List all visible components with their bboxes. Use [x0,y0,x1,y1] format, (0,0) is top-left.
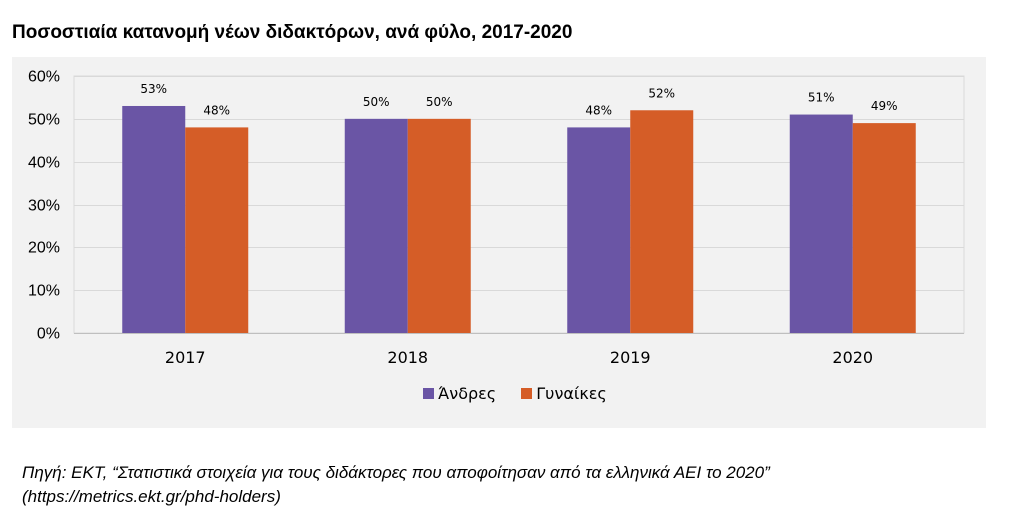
data-label: 52% [648,86,675,100]
bar [407,118,471,333]
chart-legend: Άνδρες Γυναίκες [0,384,1030,403]
bar [185,127,249,334]
y-tick-label: 10% [28,283,60,300]
data-label: 48% [203,103,230,117]
legend-label-men: Άνδρες [438,384,497,403]
source-note: Πηγή: ΕΚΤ, “Στατιστικά στοιχεία για τους… [22,461,770,509]
x-tick-label: 2020 [832,348,873,367]
bar [789,114,853,333]
y-tick-label: 60% [28,69,60,86]
y-tick-label: 0% [37,326,60,343]
data-label: 48% [585,103,612,117]
x-tick-label: 2018 [387,348,428,367]
bar [122,105,186,333]
bar [567,127,631,334]
y-tick-label: 40% [28,155,60,172]
data-label: 49% [871,99,898,113]
y-tick-label: 20% [28,240,60,257]
data-label: 50% [363,95,390,109]
x-tick-label: 2019 [610,348,651,367]
chart-title: Ποσοστιαία κατανομή νέων διδακτόρων, ανά… [12,22,573,43]
data-label: 51% [808,91,835,105]
source-line-1: Πηγή: ΕΚΤ, “Στατιστικά στοιχεία για τους… [22,463,770,482]
data-label: 53% [140,82,167,96]
y-tick-label: 30% [28,198,60,215]
bar [852,123,916,333]
data-label: 50% [426,95,453,109]
legend-item-men: Άνδρες [423,384,496,403]
x-tick-label: 2017 [165,348,206,367]
legend-item-women: Γυναίκες [521,384,607,403]
y-tick-label: 50% [28,112,60,129]
bar [630,110,694,334]
legend-swatch-women [521,388,533,399]
legend-label-women: Γυναίκες [536,384,607,403]
legend-swatch-men [423,388,435,399]
source-line-2: (https://metrics.ekt.gr/phd-holders) [22,487,281,506]
bar [344,118,408,333]
